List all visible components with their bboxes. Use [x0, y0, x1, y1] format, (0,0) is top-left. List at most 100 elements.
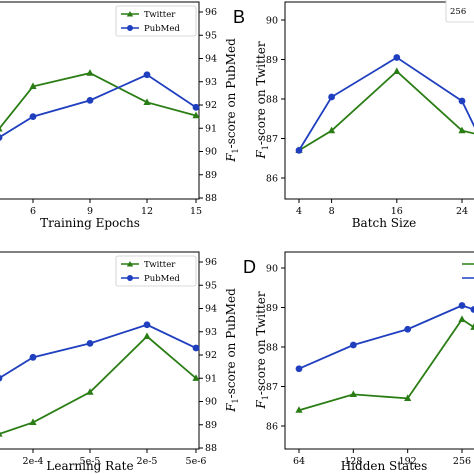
- panel-c-right-tick-label: 93: [205, 327, 217, 338]
- panel-d-y-tick-label: 87: [266, 382, 278, 393]
- panel-c-series: [0, 321, 200, 437]
- panel-a-right-tick-label: 88: [205, 193, 217, 204]
- panel-b-twitter-point: [458, 126, 466, 134]
- panel-a-right-ylabel: F1-score on PubMed: [224, 38, 240, 163]
- panel-d-pubmed-point: [349, 341, 357, 349]
- panel-b-x-tick-label: 24: [456, 206, 468, 217]
- panel-c-pubmed-point: [192, 344, 200, 352]
- panel-a-legend-pubmed-label: PubMed: [144, 24, 180, 34]
- panel-a-right-ticks: 88 89 90 91 92 93 94 95 96: [199, 7, 217, 204]
- panel-a-pubmed-point: [143, 71, 151, 79]
- panel-a-right-tick-label: 95: [205, 30, 217, 41]
- panel-d-pubmed-point: [295, 365, 303, 373]
- panel-d-x-tick-label: 256: [453, 456, 471, 467]
- panel-a-right-tick-label: 96: [205, 7, 217, 18]
- panel-c-right-tick-label: 95: [205, 280, 217, 291]
- panel-a-twitter-line: [0, 72, 197, 130]
- panel-d-x-tick-label: 192: [399, 456, 417, 467]
- panel-a-twitter-point: [143, 98, 151, 105]
- panel-d-y-tick-label: 88: [266, 343, 278, 354]
- panel-b-twitter-point: [328, 126, 336, 134]
- panel-c-right-tick-label: 96: [205, 257, 217, 268]
- panel-a-right-tick-label: 92: [205, 100, 217, 111]
- panel-c-right-tick-label: 89: [205, 420, 217, 431]
- panel-b-legend: 256: [445, 0, 474, 23]
- panel-a-twitter-point: [192, 111, 200, 119]
- panel-d-y-ticks: 86 87 88 89 90: [266, 264, 285, 433]
- panel-d-letter: D: [243, 257, 256, 277]
- panel-b-pubmed-line: [298, 56, 474, 151]
- panel-c-x-tick-label: 2e-4: [23, 456, 44, 467]
- panel-d: D 86 87 88 89 90 64 128 192 256 Hidden States F…: [243, 251, 474, 473]
- panel-d-twitter-point: [404, 394, 412, 401]
- panel-a-right-tick-label: 90: [205, 147, 217, 158]
- panel-c: 2e-4 5e-5 2e-5 5e-6 Learning Rate 88 89 90 91 9…: [0, 251, 240, 473]
- panel-b-x-tick-label: 16: [391, 206, 403, 217]
- panel-c-right-tick-label: 91: [205, 373, 217, 384]
- panel-a-twitter-point: [86, 69, 94, 76]
- panel-c-x-tick-label: 2e-5: [137, 456, 158, 467]
- panel-a-series: [0, 69, 200, 141]
- panel-b: B 86 87 88 89 90 4 8 16 24 Batch Size F1-score …: [233, 0, 474, 230]
- panel-a-x-ticks: 6 9 12 15: [30, 199, 202, 217]
- panel-c-twitter-point: [0, 431, 3, 437]
- panel-a-right-tick-label: 93: [205, 77, 217, 88]
- panel-d-x-tick-label: 64: [293, 456, 305, 467]
- panel-d-x-tick-label: 128: [344, 456, 362, 467]
- panel-d-twitter-point: [458, 315, 466, 322]
- panel-d-pubmed-point: [458, 302, 466, 309]
- panel-d-y-tick-label: 89: [266, 303, 278, 314]
- panel-c-pubmed-point: [29, 353, 37, 361]
- panel-b-twitter-line: [298, 70, 474, 152]
- panel-a-pubmed-line: [0, 73, 197, 138]
- panel-b-y-tick-label: 86: [266, 174, 278, 185]
- panel-a-right-tick-label: 94: [205, 54, 217, 65]
- panel-c-x-ticks: 2e-4 5e-5 2e-5 5e-6: [23, 449, 206, 467]
- panel-c-xlabel: Learning Rate: [46, 459, 133, 473]
- panel-c-legend-twitter-label: Twitter: [144, 260, 176, 270]
- panel-c-pubmed-line: [0, 323, 197, 379]
- panel-c-legend-twitter-marker: [126, 261, 134, 267]
- panel-c-twitter-point: [29, 418, 37, 426]
- panel-b-x-tick-label: 4: [296, 206, 302, 217]
- panel-c-legend-pubmed-marker: [127, 275, 133, 281]
- panel-a-pubmed-point: [29, 113, 37, 121]
- panel-b-letter: B: [233, 7, 245, 27]
- panel-b-legend-entry: 256: [450, 7, 466, 17]
- panel-a-right-tick-label: 91: [205, 123, 217, 134]
- panel-c-twitter-point: [86, 388, 94, 395]
- panel-b-pubmed-point: [295, 146, 303, 154]
- panel-a-frame: [0, 1, 200, 200]
- panel-c-right-ticks: 88 89 90 91 92 93 94 95 96: [199, 257, 217, 454]
- panel-d-x-ticks: 64 128 192 256: [293, 449, 471, 467]
- panel-a-pubmed-point: [86, 96, 94, 104]
- panel-d-y-tick-label: 90: [266, 264, 278, 275]
- panel-b-x-ticks: 4 8 16 24: [296, 199, 468, 217]
- panel-b-twitter-point: [393, 67, 401, 74]
- panel-d-xlabel: Hidden States: [341, 459, 428, 473]
- panel-d-pubmed-line: [298, 304, 474, 370]
- panel-b-y-tick-label: 90: [266, 16, 278, 27]
- panel-c-twitter-point: [143, 332, 151, 339]
- panel-c-right-tick-label: 94: [205, 304, 217, 315]
- panel-a-pubmed-point: [0, 134, 3, 141]
- panel-d-twitter-line: [298, 318, 474, 412]
- panel-c-x-tick-label: 5e-5: [80, 456, 101, 467]
- panel-c-legend: Twitter PubMed: [115, 255, 197, 287]
- panel-b-pubmed-point: [393, 54, 401, 61]
- panel-a-legend-twitter-label: Twitter: [144, 10, 176, 20]
- panel-c-frame: [0, 251, 200, 450]
- panel-b-ylabel: F1-score on Twitter: [254, 41, 270, 159]
- panel-c-twitter-point: [192, 374, 200, 381]
- panel-b-x-tick-label: 8: [329, 206, 335, 217]
- panel-c-twitter-line: [0, 335, 197, 435]
- panel-b-y-tick-label: 87: [266, 134, 278, 145]
- panel-a: 6 9 12 15 Training Epochs 88 89 90 91 92 93 94 95 9…: [0, 1, 240, 230]
- panel-a-x-tick-label: 6: [30, 206, 36, 217]
- panel-a-legend-pubmed-marker: [127, 25, 133, 31]
- panel-a-legend: Twitter PubMed: [115, 5, 197, 37]
- panel-c-right-tick-label: 88: [205, 443, 217, 454]
- panel-a-x-tick-label: 15: [190, 206, 202, 217]
- panel-a-legend-twitter-marker: [126, 11, 134, 17]
